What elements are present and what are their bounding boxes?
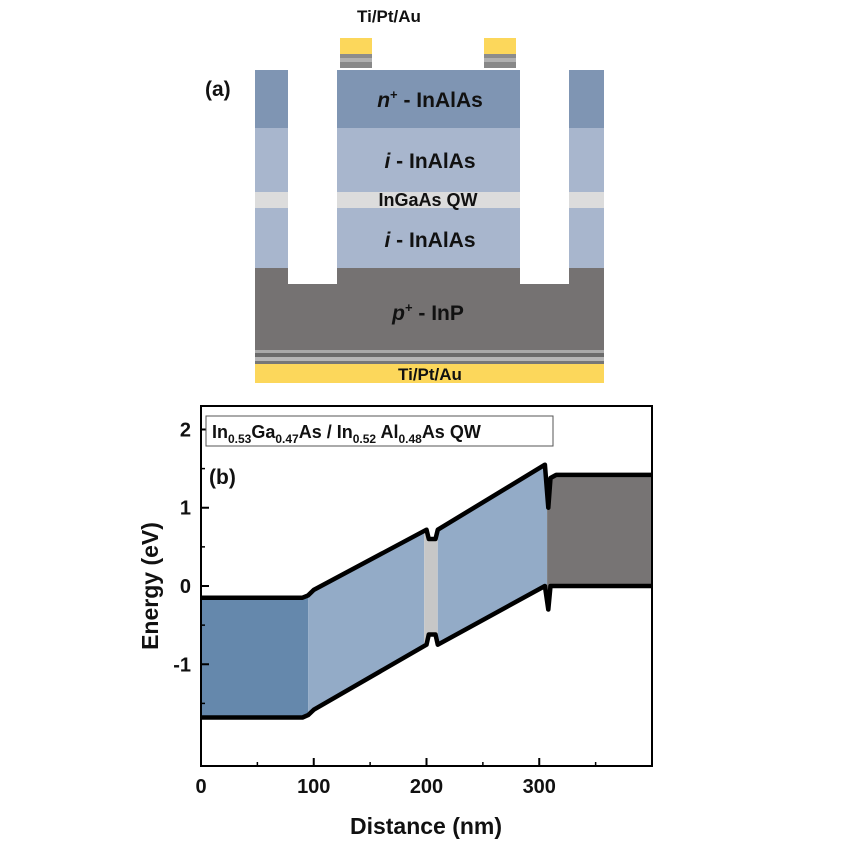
region-n-inalas xyxy=(201,595,309,718)
left-pillar xyxy=(255,70,288,268)
x-tick-label: 100 xyxy=(297,776,330,798)
p-inp-label: p+ - InP xyxy=(391,300,464,325)
x-tick-label: 200 xyxy=(410,776,443,798)
p-inp-substrate xyxy=(255,268,604,350)
n-inalas-label: n+ - InAlAs xyxy=(377,87,483,112)
axis-ticks: 0 100 200 300 -1 0 1 2 xyxy=(173,419,597,798)
y-tick-label: 0 xyxy=(180,576,191,598)
panel-a-structure: (a) Ti/Pt/Au xyxy=(205,7,604,384)
i-inalas-top-layer xyxy=(337,128,520,192)
y-axis-label: Energy (eV) xyxy=(137,522,163,650)
bottom-contact xyxy=(255,364,604,383)
region-i-inalas-right xyxy=(437,464,548,645)
y-tick-label: -1 xyxy=(173,654,191,676)
x-tick-label: 300 xyxy=(523,776,556,798)
band-line-conduction xyxy=(201,462,652,600)
ingaas-qw-layer xyxy=(337,192,520,208)
panel-b-label: (b) xyxy=(209,466,236,489)
x-tick-label: 0 xyxy=(195,776,206,798)
i-inalas-top-label: i - InAlAs xyxy=(384,150,475,173)
top-contact-right xyxy=(484,38,516,68)
legend-text: In0.53Ga0.47As / In0.52 Al0.48As QW xyxy=(212,422,481,446)
n-inalas-layer xyxy=(337,70,520,128)
i-inalas-bottom-layer xyxy=(337,208,520,268)
legend-box xyxy=(205,415,554,447)
panel-b-chart: 0 100 200 300 -1 0 1 2 In0.53Ga0.47As / In0.52 … xyxy=(137,405,653,839)
region-fills xyxy=(201,464,652,718)
region-p-inp xyxy=(547,474,652,610)
center-mesa xyxy=(337,70,520,268)
x-axis-label: Distance (nm) xyxy=(350,813,502,839)
top-contact-left xyxy=(340,38,372,68)
qw-label: InGaAs QW xyxy=(378,190,477,210)
region-qw xyxy=(424,529,438,646)
bottom-contact-label: Ti/Pt/Au xyxy=(398,365,462,384)
region-i-inalas-left xyxy=(308,530,425,716)
y-tick-label: 1 xyxy=(180,498,191,520)
i-inalas-bottom-label: i - InAlAs xyxy=(384,229,475,252)
y-tick-label: 2 xyxy=(180,419,191,441)
top-contact-label: Ti/Pt/Au xyxy=(357,7,421,26)
right-pillar xyxy=(569,70,604,268)
panel-a-label: (a) xyxy=(205,78,231,101)
band-line-valence xyxy=(201,583,652,720)
